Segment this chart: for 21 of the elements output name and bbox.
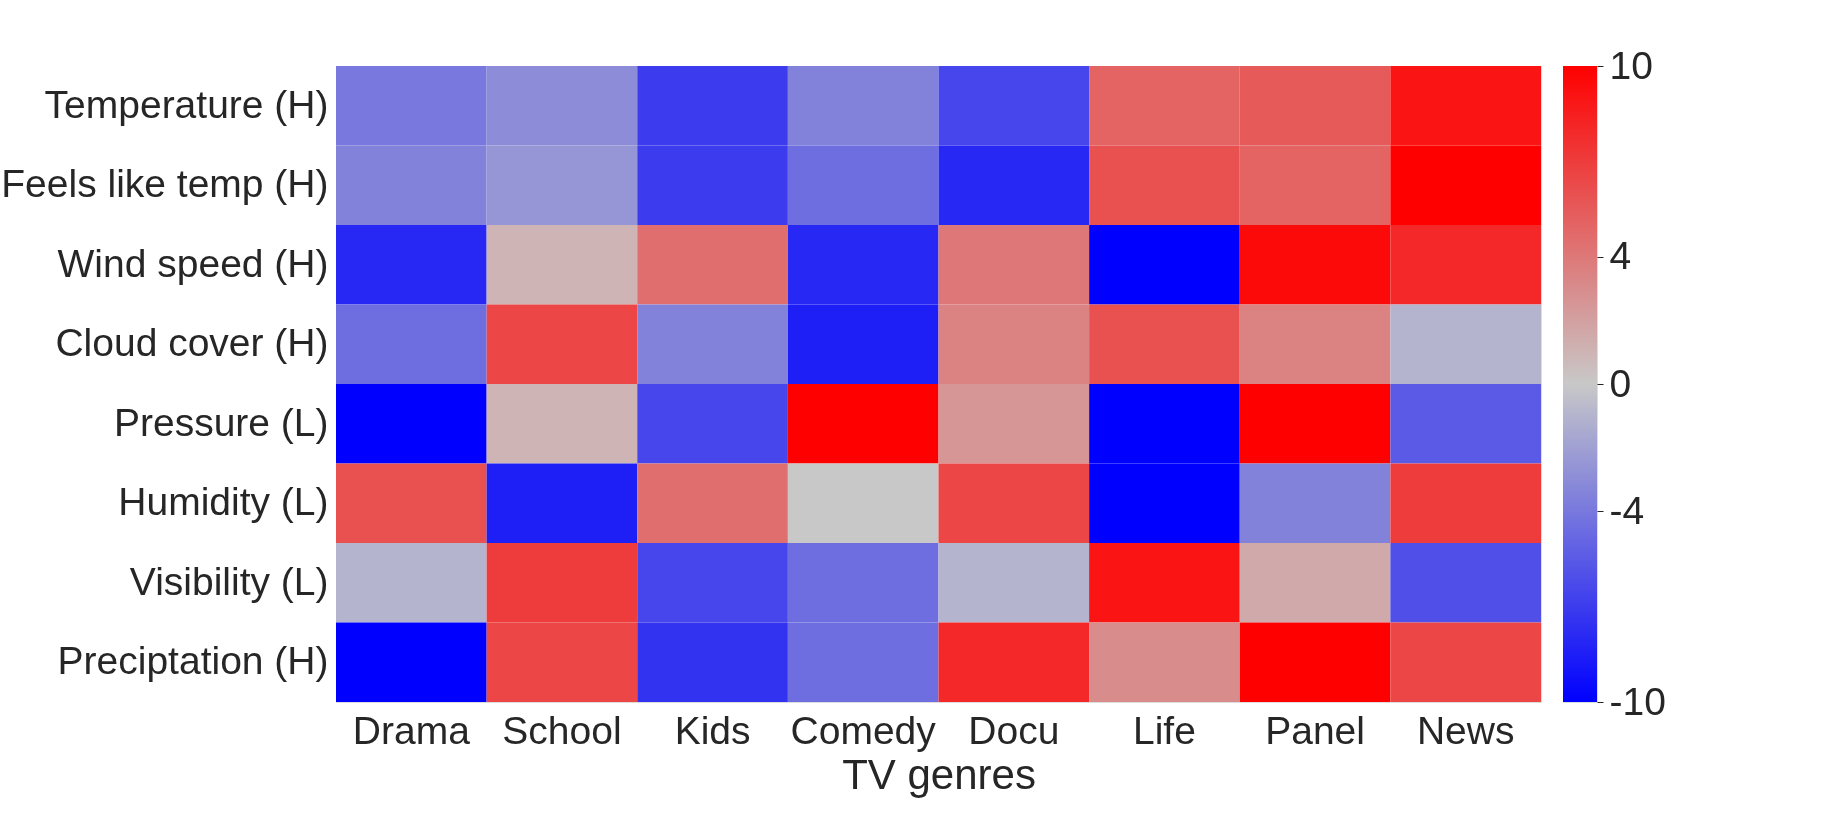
x-tick-label: School — [502, 708, 622, 752]
color-bar-label: 10 — [1609, 43, 1653, 87]
x-tick-label: Life — [1132, 708, 1196, 752]
y-tick-label: Visibility (L) — [129, 559, 329, 603]
y-tick-label: Wind speed (H) — [57, 241, 329, 285]
x-tick-label: Comedy — [790, 708, 937, 752]
x-tick-label: Drama — [352, 708, 471, 752]
color-bar-label: -10 — [1609, 679, 1666, 723]
y-tick-label: Pressure (L) — [113, 400, 329, 444]
y-tick-label: Cloud cover (H) — [55, 321, 329, 365]
y-tick-label: Feels like temp (H) — [1, 162, 329, 206]
x-tick-label: Kids — [674, 708, 751, 752]
y-tick-label: Temperature (H) — [44, 82, 329, 126]
y-tick-label: Humidity (L) — [118, 480, 329, 524]
color-bar-label: 4 — [1609, 234, 1632, 278]
x-tick-label: News — [1416, 708, 1515, 752]
x-tick-label: Docu — [968, 708, 1060, 752]
y-tick-label: Preciptation (H) — [57, 639, 329, 683]
x-tick-label: Panel — [1265, 708, 1365, 752]
color-bar-label: 0 — [1609, 361, 1632, 405]
color-bar-label: -4 — [1609, 488, 1645, 532]
